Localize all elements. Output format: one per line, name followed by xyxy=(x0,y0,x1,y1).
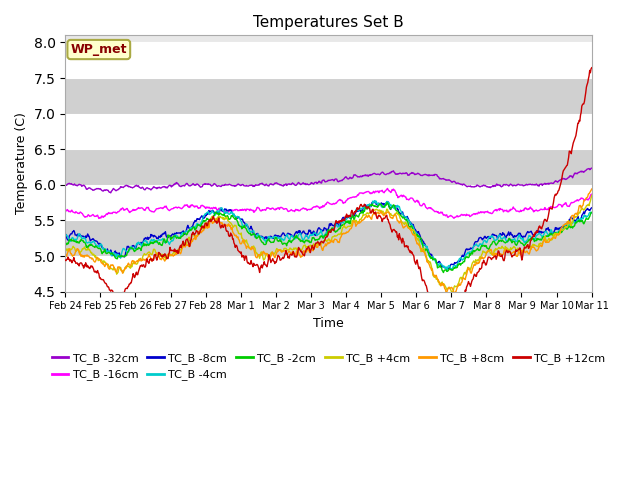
Y-axis label: Temperature (C): Temperature (C) xyxy=(15,113,28,215)
Title: Temperatures Set B: Temperatures Set B xyxy=(253,15,404,30)
Bar xyxy=(65,78,592,114)
Bar xyxy=(65,185,592,220)
Bar xyxy=(65,149,592,185)
Text: WP_met: WP_met xyxy=(70,43,127,56)
Bar xyxy=(65,42,592,78)
X-axis label: Time: Time xyxy=(313,317,344,330)
Bar xyxy=(65,114,592,149)
Bar xyxy=(65,220,592,256)
Legend: TC_B -32cm, TC_B -16cm, TC_B -8cm, TC_B -4cm, TC_B -2cm, TC_B +4cm, TC_B +8cm, T: TC_B -32cm, TC_B -16cm, TC_B -8cm, TC_B … xyxy=(47,348,610,385)
Bar xyxy=(65,256,592,292)
